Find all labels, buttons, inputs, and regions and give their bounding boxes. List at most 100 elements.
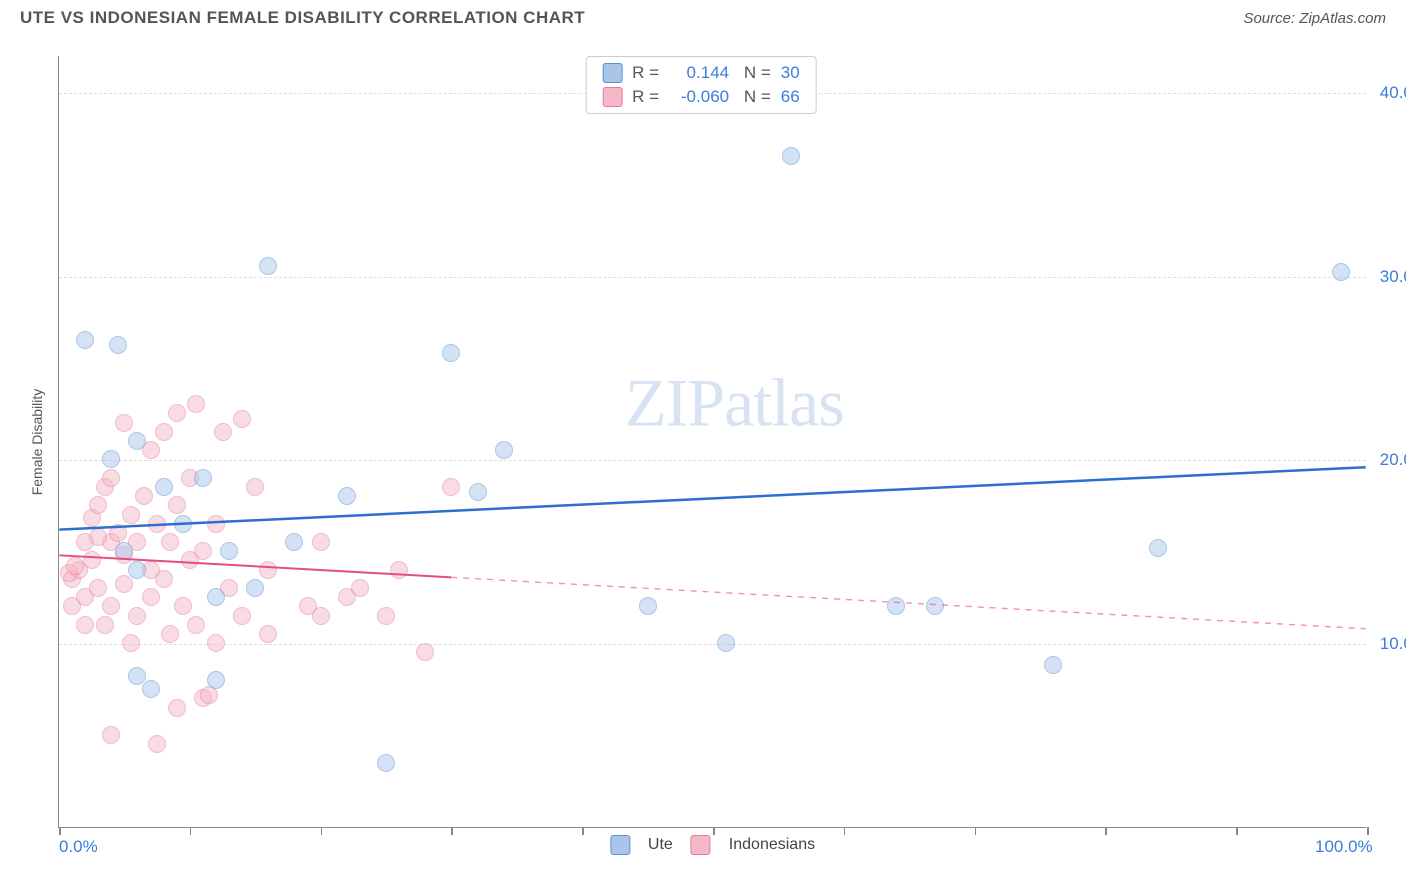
x-tick — [975, 827, 977, 835]
series-legend: Ute Indonesians — [610, 835, 815, 855]
x-tick — [1105, 827, 1107, 835]
ute-point — [1332, 263, 1350, 281]
x-tick — [451, 827, 453, 835]
ute-label: Ute — [648, 836, 673, 854]
grid-line — [59, 460, 1366, 461]
indonesians-point — [168, 496, 186, 514]
ute-point — [259, 257, 277, 275]
r-label: R = — [632, 87, 659, 107]
ute-point — [887, 597, 905, 615]
indonesians-point — [416, 643, 434, 661]
ute-point — [207, 671, 225, 689]
ute-point — [128, 432, 146, 450]
indonesians-point — [390, 561, 408, 579]
indonesians-point — [161, 533, 179, 551]
x-tick — [321, 827, 323, 835]
indonesians-swatch-bottom — [691, 835, 711, 855]
ute-point — [442, 344, 460, 362]
indonesians-point — [207, 515, 225, 533]
ute-point — [246, 579, 264, 597]
indonesians-point — [246, 478, 264, 496]
indonesians-point — [214, 423, 232, 441]
ute-point — [102, 450, 120, 468]
legend-row-indonesians: R = -0.060 N = 66 — [602, 85, 800, 109]
ute-point — [1044, 656, 1062, 674]
indonesians-point — [168, 699, 186, 717]
indonesians-point — [128, 607, 146, 625]
r-value: 0.144 — [669, 63, 729, 83]
n-label: N = — [739, 63, 771, 83]
indonesians-point — [89, 496, 107, 514]
indonesians-point — [115, 575, 133, 593]
indonesians-point — [161, 625, 179, 643]
x-tick — [582, 827, 584, 835]
source-label: Source: ZipAtlas.com — [1243, 10, 1386, 27]
indonesians-point — [312, 533, 330, 551]
ute-point — [142, 680, 160, 698]
x-tick — [190, 827, 192, 835]
indonesians-point — [148, 735, 166, 753]
ute-point — [174, 515, 192, 533]
indonesians-point — [155, 423, 173, 441]
ute-point — [115, 542, 133, 560]
y-tick-label: 10.0% — [1380, 634, 1406, 654]
ute-point — [220, 542, 238, 560]
ute-swatch — [602, 63, 622, 83]
ute-point — [1149, 539, 1167, 557]
ute-point — [194, 469, 212, 487]
legend-row-ute: R = 0.144 N = 30 — [602, 61, 800, 85]
indonesians-point — [233, 410, 251, 428]
ute-point — [207, 588, 225, 606]
ute-point — [469, 483, 487, 501]
indonesians-point — [233, 607, 251, 625]
indonesians-point — [96, 616, 114, 634]
x-tick-label: 100.0% — [1315, 837, 1373, 857]
n-value: 66 — [781, 87, 800, 107]
ute-point — [76, 331, 94, 349]
indonesians-point — [66, 557, 84, 575]
correlation-legend: R = 0.144 N = 30 R = -0.060 N = 66 — [585, 56, 817, 114]
indonesians-point — [312, 607, 330, 625]
chart-title: UTE VS INDONESIAN FEMALE DISABILITY CORR… — [20, 8, 585, 28]
indonesians-swatch — [602, 87, 622, 107]
indonesians-point — [259, 561, 277, 579]
ute-point — [155, 478, 173, 496]
indonesians-point — [89, 579, 107, 597]
ute-point — [285, 533, 303, 551]
indonesians-point — [168, 404, 186, 422]
ute-point — [338, 487, 356, 505]
x-tick — [844, 827, 846, 835]
indonesians-point — [187, 395, 205, 413]
indonesians-point — [142, 588, 160, 606]
indonesians-point — [351, 579, 369, 597]
indonesians-label: Indonesians — [729, 836, 815, 854]
x-tick — [713, 827, 715, 835]
indonesians-point — [102, 469, 120, 487]
grid-line — [59, 644, 1366, 645]
indonesians-point — [259, 625, 277, 643]
r-label: R = — [632, 63, 659, 83]
n-label: N = — [739, 87, 771, 107]
trend-lines — [59, 56, 1366, 827]
indonesians-point — [109, 524, 127, 542]
y-tick-label: 40.0% — [1380, 83, 1406, 103]
chart-container: ZIPatlas Female Disability R = 0.144 N =… — [20, 40, 1386, 860]
ute-point — [782, 147, 800, 165]
ute-point — [109, 336, 127, 354]
indonesians-point — [377, 607, 395, 625]
indonesians-point — [187, 616, 205, 634]
indonesians-point — [102, 597, 120, 615]
grid-line — [59, 277, 1366, 278]
r-value: -0.060 — [669, 87, 729, 107]
indonesians-point — [174, 597, 192, 615]
ute-point — [717, 634, 735, 652]
y-axis-label: Female Disability — [29, 388, 45, 495]
n-value: 30 — [781, 63, 800, 83]
indonesians-point — [102, 726, 120, 744]
watermark: ZIPatlas — [625, 363, 844, 442]
ute-point — [639, 597, 657, 615]
x-tick — [1367, 827, 1369, 835]
indonesians-point — [63, 597, 81, 615]
indonesians-point — [115, 414, 133, 432]
x-tick — [1236, 827, 1238, 835]
